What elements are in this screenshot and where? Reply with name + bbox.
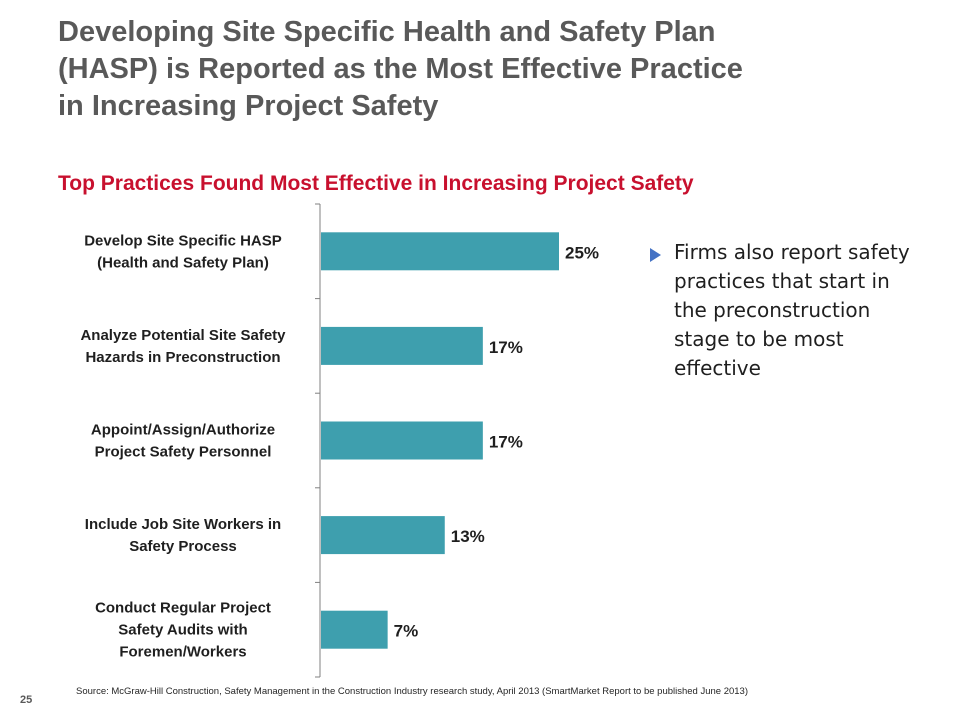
category-label: Develop Site Specific HASP (84, 232, 282, 249)
source-note: Source: McGraw-Hill Construction, Safety… (76, 686, 749, 697)
bar (321, 610, 388, 649)
category-label: Safety Audits with (118, 622, 247, 639)
category-label: (Health and Safety Plan) (97, 254, 269, 271)
category-label: Conduct Regular Project (95, 600, 271, 617)
category-label: Include Job Site Workers in (85, 516, 281, 533)
data-label: 17% (489, 433, 523, 452)
bar (321, 232, 559, 271)
category-label: Appoint/Assign/Authorize (91, 422, 275, 439)
data-label: 13% (451, 527, 485, 546)
data-label: 25% (565, 243, 599, 262)
bar (321, 421, 483, 460)
slide-title: Developing Site Specific Health and Safe… (58, 14, 918, 125)
page-number: 25 (20, 694, 33, 706)
category-label: Foremen/Workers (119, 644, 246, 661)
slide-title-line: Developing Site Specific Health and Safe… (58, 16, 716, 48)
slide-title-line: in Increasing Project Safety (58, 90, 439, 122)
category-label: Hazards in Preconstruction (85, 349, 280, 366)
callout-text: Firms also report safety practices that … (674, 240, 910, 380)
category-label: Project Safety Personnel (95, 444, 272, 461)
category-label: Analyze Potential Site Safety (80, 327, 286, 344)
bar (321, 326, 483, 365)
callout: Firms also report safety practices that … (650, 238, 940, 383)
chart-title: Top Practices Found Most Effective in In… (58, 172, 694, 195)
slide-title-line: (HASP) is Reported as the Most Effective… (58, 53, 743, 85)
data-label: 17% (489, 338, 523, 357)
bar (321, 516, 445, 555)
triangle-bullet-icon (650, 248, 661, 262)
category-label: Safety Process (129, 538, 237, 555)
data-label: 7% (394, 622, 419, 641)
